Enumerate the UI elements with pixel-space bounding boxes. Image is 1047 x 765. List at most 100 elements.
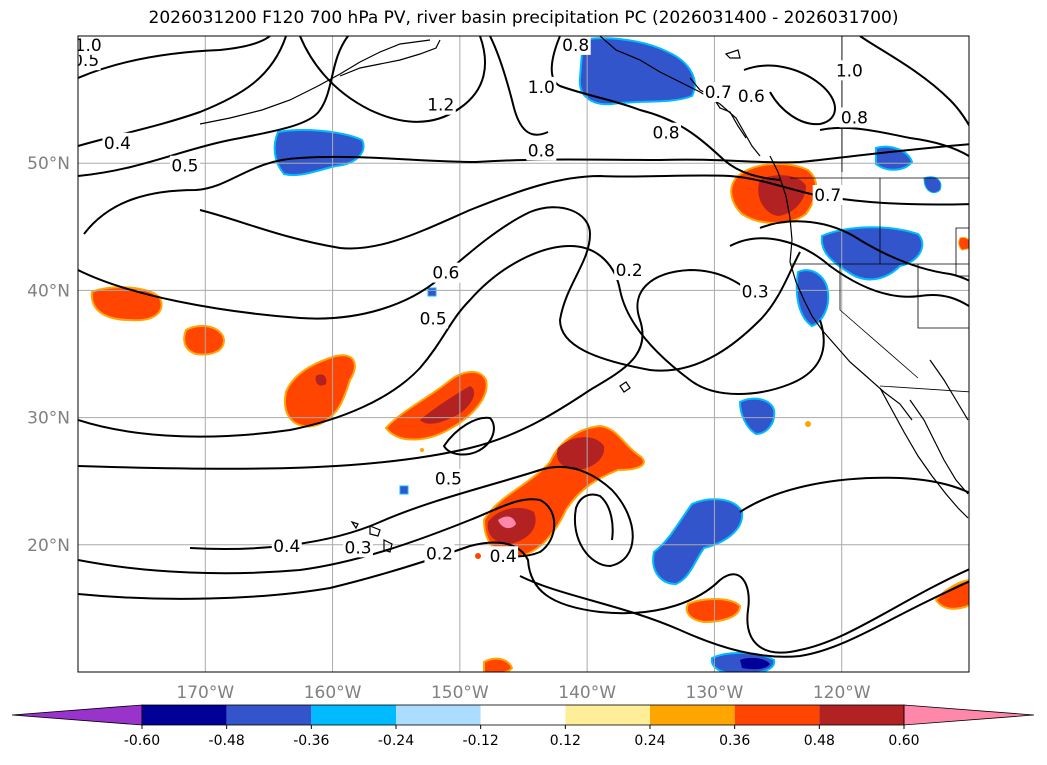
contour-label-bg	[614, 260, 645, 281]
precip-patch-near-160w	[283, 354, 356, 428]
contour-label-bg	[430, 262, 461, 283]
precip-patch-dot	[805, 421, 811, 427]
contour-label: 0.7	[705, 83, 732, 103]
contour-label: 0.8	[562, 36, 589, 56]
lat-tick-label: 30°N	[27, 409, 70, 429]
pv-contour-0.4-mid	[78, 268, 761, 470]
contour-label: 0.3	[345, 538, 372, 558]
precip-positive-patches	[90, 162, 969, 672]
colorbar-tick-label: 0.24	[634, 733, 665, 749]
precip-patch-east-edge	[923, 176, 942, 194]
pv-contour-south-2	[739, 476, 969, 513]
contour-label-bg	[433, 468, 464, 489]
contour-label-bg	[418, 308, 449, 329]
precip-patch-pnw	[820, 226, 924, 281]
contour-label-bg	[526, 140, 557, 161]
colorbar-tick-label: 0.60	[888, 733, 919, 749]
contour-label: 0.8	[653, 124, 680, 144]
coast-island-1	[619, 381, 631, 393]
colorbar-extend-high	[903, 704, 1035, 726]
precip-patch-alaska	[578, 37, 696, 106]
precip-negative-patches	[273, 37, 942, 672]
coast-gulf-california	[909, 399, 969, 495]
contour-label: 0.5	[435, 470, 462, 490]
contour-label: 0.7	[814, 186, 841, 206]
coast-alaska-aleutians	[199, 39, 431, 125]
contour-label-bg	[343, 537, 374, 558]
colorbar-box	[311, 705, 396, 725]
contour-label: 0.5	[171, 157, 198, 177]
precip-patch-near-150w-core	[420, 386, 475, 424]
contour-label: 1.0	[75, 36, 102, 56]
pv-contour-1.2	[299, 36, 487, 123]
precip-patch-w-pacific	[90, 286, 163, 322]
colorbar-tick-label: -0.12	[463, 733, 499, 749]
coast-gulf-alaska	[599, 36, 761, 157]
precip-patch-near-140w-core-a	[556, 437, 605, 470]
contour-label: 1.0	[836, 61, 863, 81]
lon-tick-label: 140°W	[558, 683, 616, 703]
border-inner-box	[879, 178, 969, 329]
contour-label: 0.8	[528, 141, 555, 161]
colorbar-box	[396, 705, 481, 725]
pv-contour-ne-2	[859, 36, 969, 127]
coast-hawaii-2	[383, 539, 393, 553]
lat-tick-label: 40°N	[27, 281, 70, 301]
pv-contour-east-1	[729, 237, 969, 308]
coast-alaska-peninsula	[339, 39, 441, 77]
precip-patch-south-left	[483, 657, 514, 672]
pv-contour-ne-1	[743, 64, 836, 126]
contour-label-bg	[424, 543, 455, 564]
colorbar-tick-label: -0.48	[209, 733, 245, 749]
precip-patch-small-2	[399, 485, 409, 495]
contour-label: 1.2	[427, 96, 454, 116]
map-frame	[77, 35, 970, 673]
map-gridlines	[78, 36, 969, 672]
pv-contour-1.0	[489, 36, 549, 136]
colorbar-box	[819, 705, 904, 725]
precip-patch-dot-3	[475, 553, 481, 559]
precip-patch-dot-2	[420, 448, 424, 452]
pv-contour-south-big	[519, 575, 969, 658]
contour-label-bg	[736, 85, 767, 106]
lon-tick-label: 130°W	[686, 683, 744, 703]
colorbar-tick-label: -0.24	[378, 733, 414, 749]
contour-label: 0.2	[616, 261, 643, 281]
contour-label-bg	[560, 36, 591, 55]
map-area: 0.5 0.8 1.0 1.0 1.0 1.2 0.7 0.6 0.8 0.8 0.4 0.5 0.8 0…	[75, 36, 969, 672]
coast-mainland-mexico	[929, 359, 969, 421]
pv-contour-0.8	[83, 143, 969, 235]
coast-baja	[879, 387, 969, 519]
lon-tick-label: 120°W	[813, 683, 871, 703]
colorbar-tick-label: -0.36	[293, 733, 329, 749]
lon-tick-label: 150°W	[431, 683, 489, 703]
contour-label: 0.4	[104, 134, 131, 154]
contour-label: 0.6	[432, 264, 459, 284]
colorbar-extend-low	[11, 704, 143, 726]
contour-label-bg	[812, 185, 843, 205]
border-us-mexico	[879, 385, 969, 393]
lon-tick-label: 170°W	[176, 683, 234, 703]
precip-patch-offshore-socal	[738, 397, 776, 436]
lat-tick-label: 50°N	[27, 154, 70, 174]
coast-hawaii-3	[350, 520, 359, 530]
colorbar-box	[565, 705, 650, 725]
colorbar-tick-label: -0.60	[124, 733, 160, 749]
chart-title: 2026031200 F120 700 hPa PV, river basin …	[148, 8, 899, 28]
pv-contour-0.4-main	[189, 466, 634, 568]
coast-west-us	[769, 155, 913, 421]
pv-contour-ne-3	[819, 126, 969, 158]
lat-tick-label: 20°N	[27, 536, 70, 556]
lon-tick-labels: 170°W 160°W 150°W 140°W 130°W 120°W	[176, 683, 870, 703]
precip-patch-se-corner	[934, 579, 969, 610]
colorbar-tick-label: 0.48	[804, 733, 835, 749]
contour-label-bg	[651, 122, 682, 143]
pv-contour-0.2	[78, 541, 969, 654]
pv-contour-0.5-top	[78, 36, 271, 79]
contour-label: 0.2	[426, 545, 453, 565]
coast-hawaii-1	[369, 525, 381, 537]
precip-patch-near-140w-peak	[498, 516, 516, 529]
contour-label-bg	[703, 81, 734, 102]
pv-contour-0.5-loop	[442, 416, 495, 456]
contour-label-bg	[78, 36, 104, 55]
